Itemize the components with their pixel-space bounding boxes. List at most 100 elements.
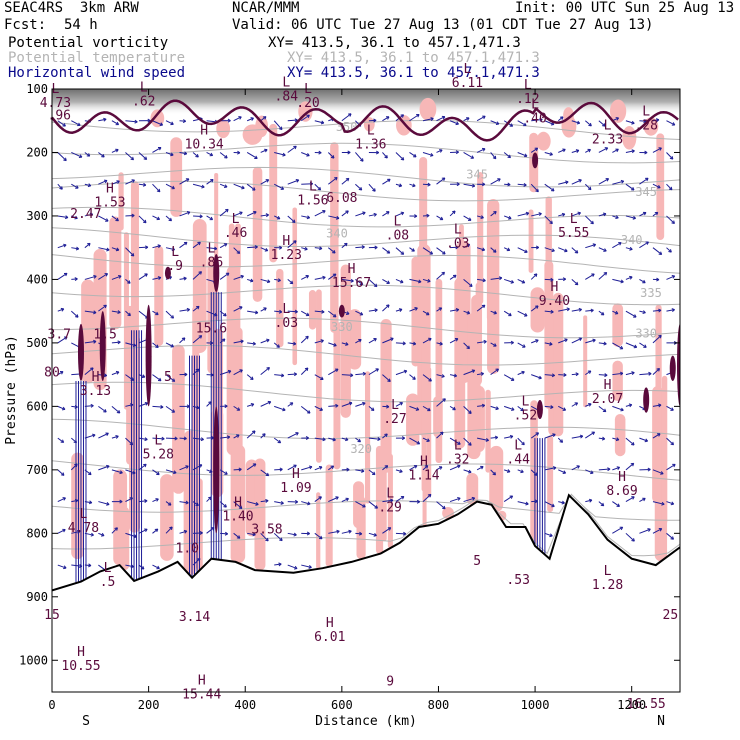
theta-isentrope xyxy=(52,166,680,188)
wind-arrowhead xyxy=(471,183,476,188)
wind-arrowhead xyxy=(578,307,582,312)
extremum-value: .53 xyxy=(506,573,529,588)
wind-arrowhead xyxy=(75,185,79,189)
wind-vector xyxy=(301,310,310,316)
wind-vector xyxy=(341,342,349,346)
wind-arrowhead xyxy=(255,502,259,506)
wind-vector xyxy=(382,433,388,439)
wind-vector xyxy=(585,309,594,312)
wind-vector xyxy=(409,374,416,380)
wind-arrowhead xyxy=(550,309,554,314)
wind-vector xyxy=(84,340,97,344)
wind-vector xyxy=(301,501,311,505)
wind-arrowhead xyxy=(155,311,159,316)
wind-vector xyxy=(504,435,513,439)
wind-arrowhead xyxy=(170,152,174,157)
extremum-value: .28 xyxy=(634,119,657,134)
wind-vector xyxy=(192,183,205,188)
wind-arrowhead xyxy=(372,188,376,192)
extremum-value: 3.7 xyxy=(48,327,71,342)
wind-vector xyxy=(152,147,162,153)
wind-vector xyxy=(57,371,64,376)
wind-arrowhead xyxy=(466,345,470,350)
wind-arrowhead xyxy=(115,435,119,439)
field-pv-xy: XY= 413.5, 36.1 to 457.1,471.3 xyxy=(268,35,521,51)
wind-arrowhead xyxy=(482,115,486,120)
wind-vector xyxy=(341,498,349,503)
wind-vector xyxy=(179,241,188,249)
wind-vector xyxy=(111,469,123,474)
wind-vector xyxy=(341,278,354,282)
x-tick-label: 1000 xyxy=(521,698,550,712)
wind-arrowhead xyxy=(238,467,242,472)
wind-vector xyxy=(436,466,443,471)
wind-arrowhead xyxy=(362,211,366,216)
wind-arrowhead xyxy=(550,405,554,409)
wind-arrowhead xyxy=(144,499,148,503)
wind-arrowhead xyxy=(670,407,674,411)
wind-vector xyxy=(125,532,137,538)
wind-arrowhead xyxy=(375,150,380,155)
wind-arrowhead xyxy=(75,246,80,251)
wind-arrowhead xyxy=(60,371,64,375)
wind-vector xyxy=(179,337,186,344)
extremum-kind: L xyxy=(524,78,532,93)
wind-vector xyxy=(639,373,652,376)
wind-arrowhead xyxy=(171,247,176,252)
wind-arrowhead xyxy=(309,181,314,186)
wind-arrowhead xyxy=(330,465,335,469)
wind-vector xyxy=(639,177,649,185)
wind-vector xyxy=(84,275,97,280)
wind-arrowhead xyxy=(643,344,647,348)
wind-vector xyxy=(274,501,284,504)
wind-vector xyxy=(341,402,353,407)
wind-vector xyxy=(287,145,297,153)
wind-vector xyxy=(395,212,404,217)
wind-arrowhead xyxy=(195,154,199,158)
wind-vector xyxy=(652,334,662,344)
wind-vector xyxy=(557,116,564,122)
wind-arrowhead xyxy=(603,341,607,346)
wind-arrowhead xyxy=(416,113,420,118)
wind-arrowhead xyxy=(319,246,323,251)
wind-vector xyxy=(544,247,555,252)
pv-plume xyxy=(269,123,278,263)
wind-vector xyxy=(287,342,296,345)
wind-vector xyxy=(98,152,105,158)
wind-arrowhead xyxy=(306,114,310,119)
wind-vector xyxy=(382,247,391,254)
theta-isentrope xyxy=(52,460,680,481)
extremum-value: 1.56 xyxy=(297,194,328,209)
wind-vector xyxy=(179,308,190,312)
wind-vector xyxy=(490,368,499,376)
pv-plume xyxy=(292,207,298,366)
wind-vector xyxy=(584,120,592,127)
wind-vector xyxy=(368,532,377,537)
wind-arrowhead xyxy=(116,410,121,414)
wind-arrowhead xyxy=(411,248,415,252)
wind-arrowhead xyxy=(279,467,283,472)
wind-arrowhead xyxy=(157,244,161,249)
wind-arrowhead xyxy=(615,215,619,220)
wind-vector xyxy=(652,469,664,475)
wind-vector xyxy=(328,247,336,254)
wind-vector xyxy=(476,247,485,251)
extremum-value: .84 xyxy=(275,89,299,104)
extremum-kind: H xyxy=(106,181,114,196)
wind-arrowhead xyxy=(160,404,164,409)
wind-vector xyxy=(314,374,324,380)
wind-vector xyxy=(247,342,256,345)
wind-vector xyxy=(138,402,148,407)
wind-vector xyxy=(585,244,596,249)
wind-vector xyxy=(314,405,323,411)
wind-vector xyxy=(287,179,299,185)
wind-arrowhead xyxy=(183,436,187,441)
wind-vector xyxy=(531,213,542,217)
wind-arrowhead xyxy=(575,372,579,377)
wind-vector xyxy=(327,152,335,159)
wind-vector xyxy=(612,342,624,350)
wind-vector xyxy=(328,273,337,280)
wind-arrowhead xyxy=(199,530,203,535)
wind-vector xyxy=(503,405,515,411)
pv-cell xyxy=(145,304,152,407)
